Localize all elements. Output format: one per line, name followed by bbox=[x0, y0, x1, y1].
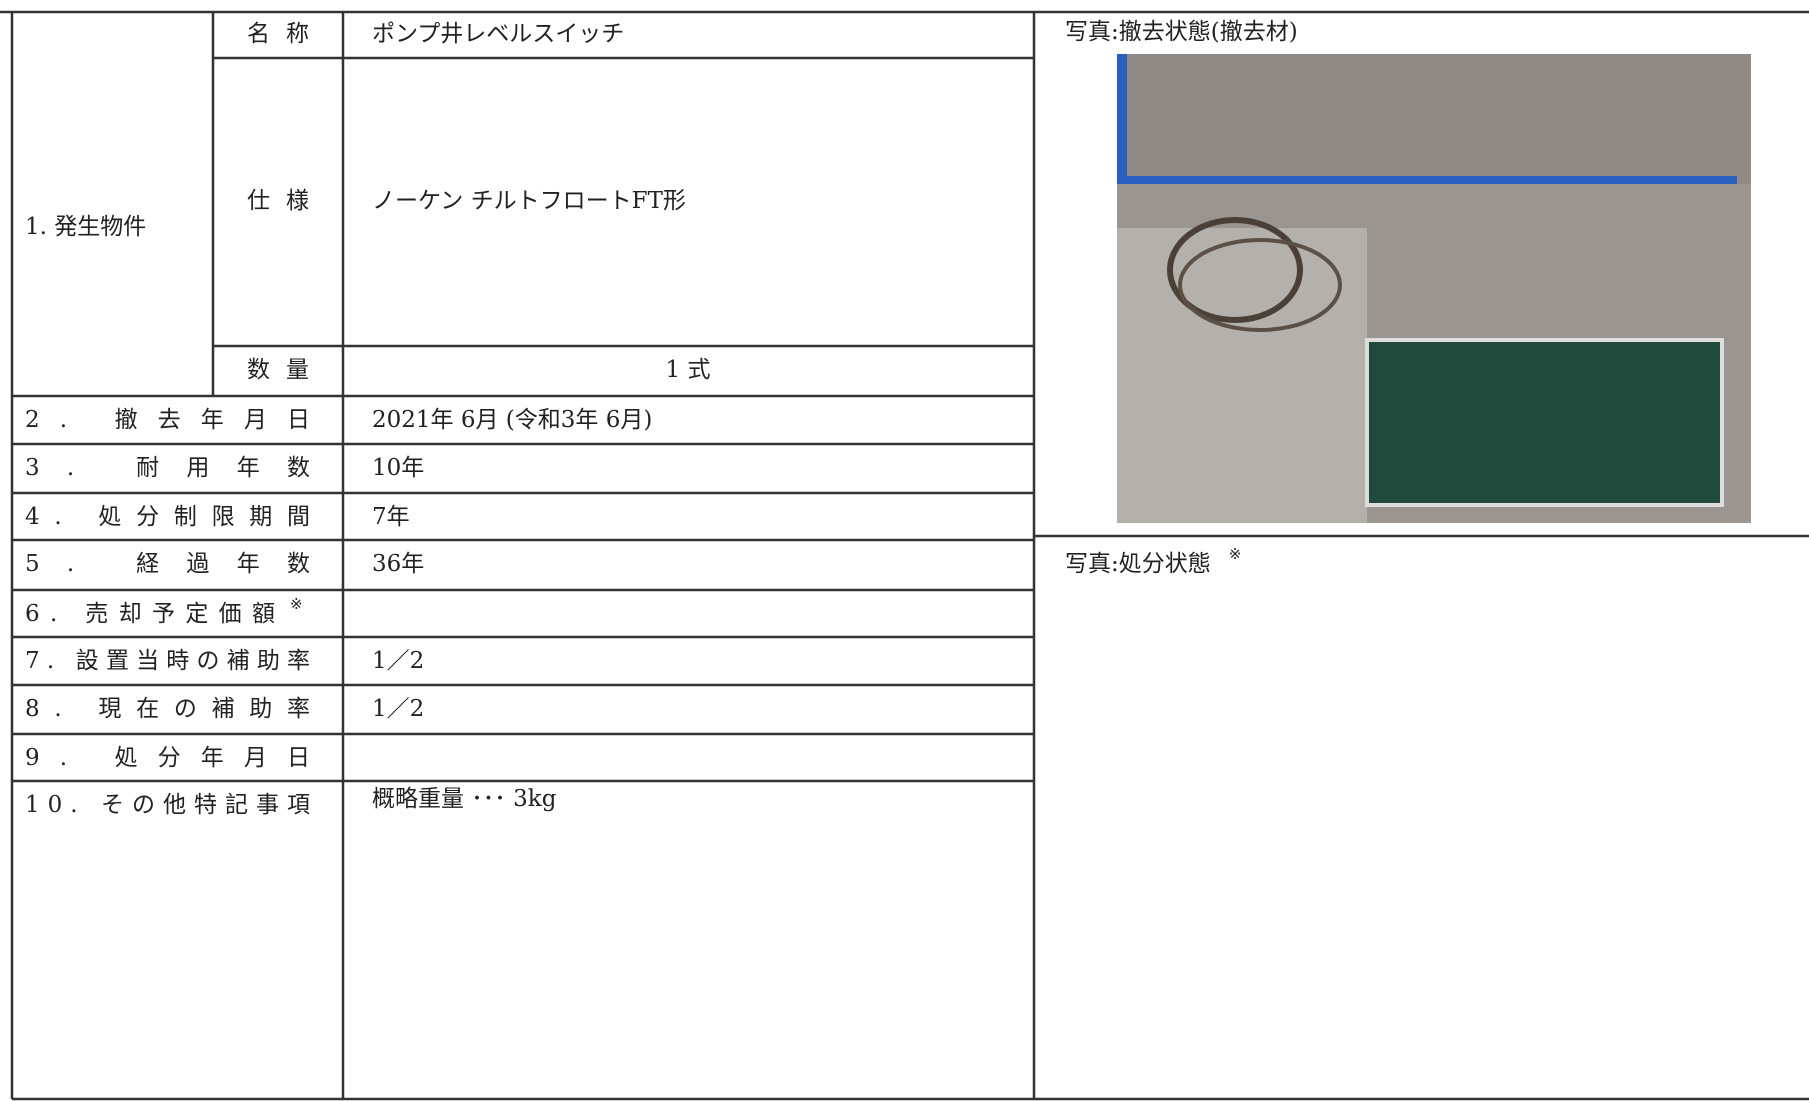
photo-slab bbox=[1117, 228, 1367, 523]
row-label: 7. 設置当時の補助率 bbox=[25, 648, 310, 674]
field-value: 1 式 bbox=[666, 357, 711, 383]
row-value: 7年 bbox=[372, 504, 410, 530]
row-label: 5. 経過年数 bbox=[25, 551, 310, 577]
row-label: 3. 耐用年数 bbox=[25, 455, 310, 481]
field-label: 数量 bbox=[247, 357, 309, 383]
row-value: 1／2 bbox=[372, 696, 424, 722]
row-label: 10. その他特記事項 bbox=[25, 792, 310, 818]
row-value: 概略重量 ･･･ 3kg bbox=[372, 786, 557, 812]
photo-blue-edge bbox=[1117, 176, 1737, 184]
photo-caption: 写真:撤去状態(撤去材) bbox=[1065, 19, 1298, 45]
field-label: 仕様 bbox=[247, 188, 309, 214]
row-value: 10年 bbox=[372, 455, 424, 481]
note-mark: ※ bbox=[1229, 545, 1242, 563]
photo-caption: 写真:処分状態 bbox=[1065, 551, 1211, 577]
photo-ground bbox=[1117, 54, 1751, 184]
row-label: 2. 撤去年月日 bbox=[25, 407, 310, 433]
row-value: 2021年 6月 (令和3年 6月) bbox=[372, 407, 652, 433]
row-label: 9. 処分年月日 bbox=[25, 745, 310, 771]
field-label: 名称 bbox=[247, 21, 309, 47]
photo-board bbox=[1365, 338, 1724, 507]
row-label: 6. 売却予定価額 bbox=[25, 601, 275, 627]
item-label: 1. 発生物件 bbox=[25, 214, 146, 240]
row-label: 4. 処分制限期間 bbox=[25, 504, 310, 530]
row-value: 1／2 bbox=[372, 648, 424, 674]
field-value: ポンプ井レベルスイッチ bbox=[372, 21, 624, 47]
row-value: 36年 bbox=[372, 551, 424, 577]
photo-cable bbox=[1178, 238, 1342, 332]
photo-cable bbox=[1167, 217, 1303, 323]
note-mark: ※ bbox=[290, 595, 303, 613]
photo-blue-edge bbox=[1117, 54, 1127, 184]
field-value: ノーケン チルトフロートFT形 bbox=[372, 188, 686, 214]
row-label: 8. 現在の補助率 bbox=[25, 696, 310, 722]
